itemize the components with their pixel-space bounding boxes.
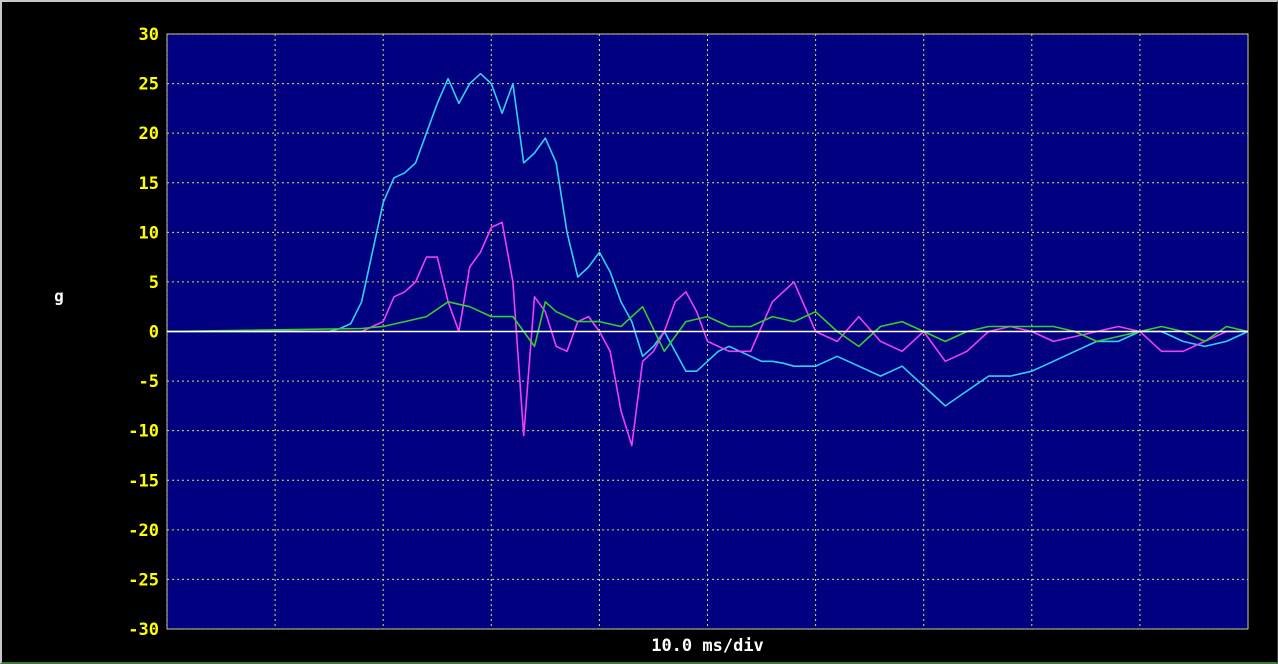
grid <box>166 33 1249 630</box>
y-tick-label: -5 <box>139 372 159 392</box>
y-tick-label: 5 <box>149 273 159 293</box>
y-tick-label: 25 <box>139 75 159 95</box>
series-line-3 <box>166 300 1249 353</box>
y-tick-labels: 30 25 20 15 10 5 0 -5 -10 -15 -20 -25 -30 <box>128 25 159 640</box>
y-axis-label: g <box>54 287 64 306</box>
x-axis-label: 10.0 ms/div <box>651 636 764 656</box>
y-tick-label: 0 <box>149 323 159 343</box>
y-tick-label: 20 <box>139 124 159 144</box>
y-tick-label: -15 <box>128 471 159 491</box>
y-tick-label: 15 <box>139 174 159 194</box>
y-tick-label: -30 <box>128 620 159 640</box>
y-tick-label: -25 <box>128 570 159 590</box>
y-tick-label: 30 <box>139 25 159 45</box>
y-tick-label: -10 <box>128 422 159 442</box>
y-tick-label: 10 <box>139 223 159 243</box>
y-tick-label: -20 <box>128 521 159 541</box>
series-line-1 <box>167 72 1249 407</box>
